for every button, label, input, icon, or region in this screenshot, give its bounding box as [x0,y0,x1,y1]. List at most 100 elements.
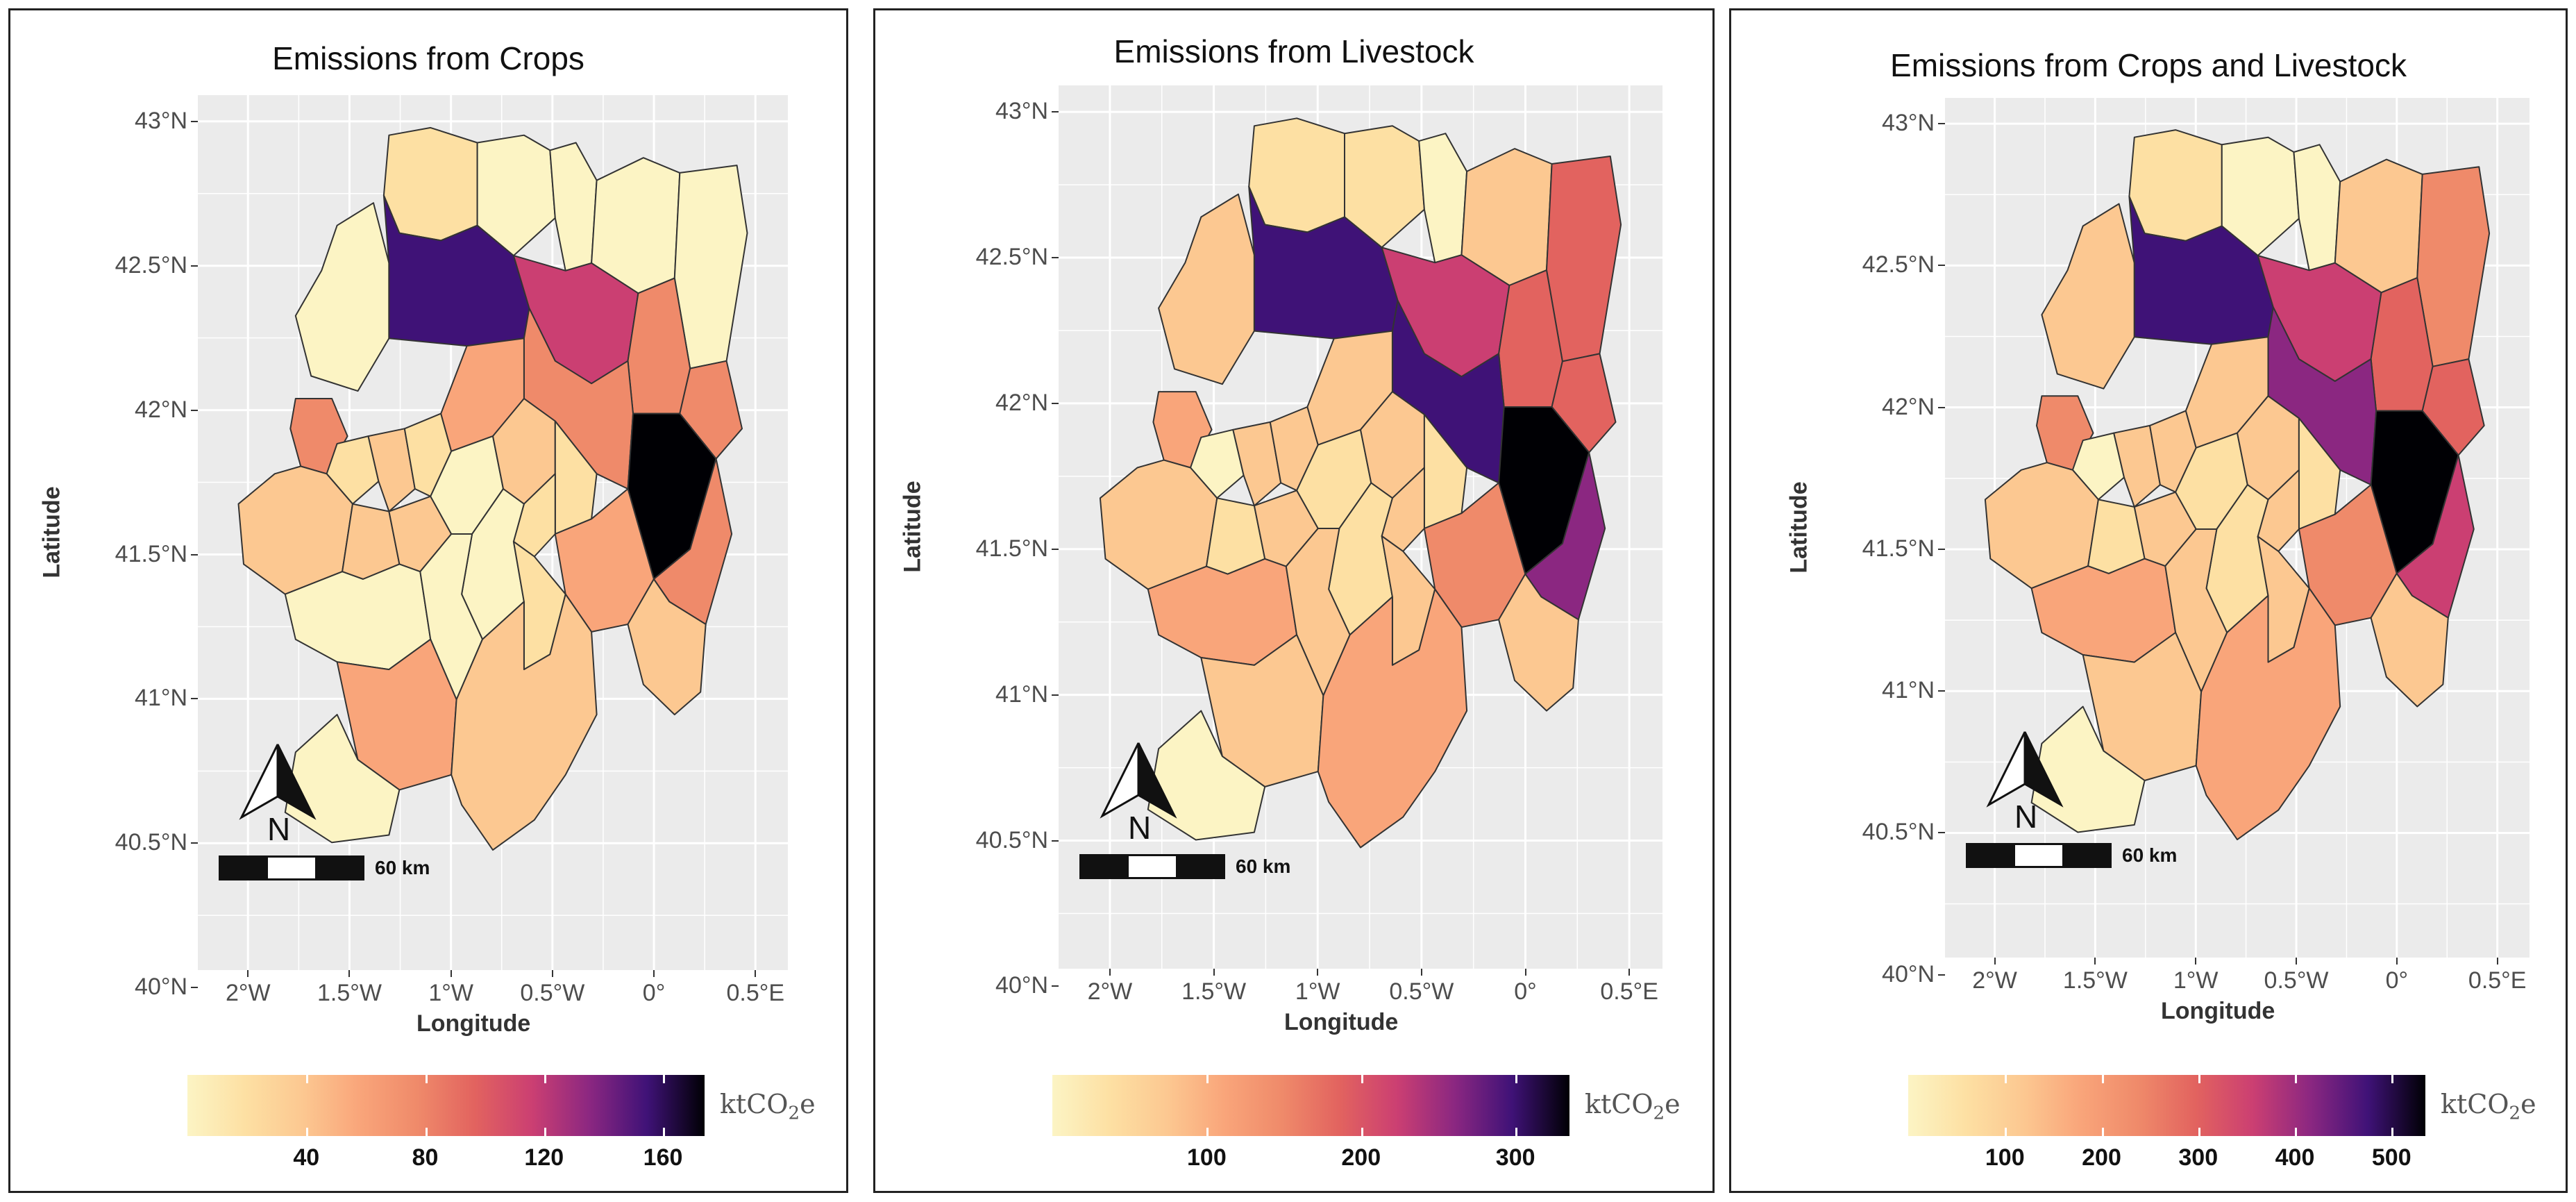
colorbar-unit: ktCO2e [720,1089,816,1124]
y-tick-label: 41°N [135,685,187,712]
y-tick-label: 43°N [135,107,187,134]
colorbar-tick-mark [1206,1128,1209,1136]
x-tick-mark [1213,969,1215,976]
x-tick-label: 1°W [2173,967,2219,994]
colorbar-tick-mark [306,1075,309,1083]
x-tick-label: 0° [642,980,666,1006]
y-tick-label: 41.5°N [1862,535,1935,562]
x-tick-mark [2094,958,2096,965]
map-plot-area: N 60 km [198,95,788,970]
colorbar-tick-label: 400 [2275,1144,2315,1171]
region-polygon[interactable] [1248,117,1345,233]
y-tick-mark [191,987,198,989]
panel-title: Emissions from Livestock [1113,33,1474,69]
north-arrow-icon [1100,742,1177,819]
x-axis-title: Longitude [416,1010,531,1037]
region-layer [1099,117,1622,849]
y-tick-label: 40°N [1882,960,1935,987]
y-tick-label: 42°N [135,396,187,423]
y-tick-label: 41.5°N [975,535,1048,562]
colorbar [187,1075,705,1136]
x-tick-mark [653,970,655,977]
region-polygon[interactable] [627,578,707,716]
x-tick-mark [2396,958,2398,965]
colorbar-tick-label: 40 [293,1144,320,1171]
region-polygon[interactable] [2071,432,2125,501]
colorbar-tick-mark [1361,1128,1363,1136]
north-label: N [2014,799,2038,835]
region-polygon[interactable] [367,428,416,512]
y-tick-mark [1938,265,1945,267]
north-label: N [1128,810,1152,846]
colorbar-tick-label: 160 [643,1144,683,1171]
region-polygon[interactable] [2293,144,2341,272]
y-tick-mark [1052,548,1059,550]
y-tick-mark [191,409,198,411]
y-tick-mark [1938,123,1945,125]
region-polygon[interactable] [2128,129,2223,242]
panel-title: Emissions from Crops and Livestock [1890,47,2407,83]
x-tick-label: 0.5°E [726,980,785,1006]
x-tick-label: 1°W [1295,978,1340,1005]
x-tick-mark [2195,958,2197,965]
y-axis-title: Latitude [38,486,65,578]
region-polygon[interactable] [1190,428,1245,499]
map-panel-combined: Emissions from Crops and Livestock N 60 k… [1729,8,2568,1193]
north-arrow-icon [239,744,317,820]
y-tick-label: 40°N [995,972,1048,999]
region-polygon[interactable] [284,714,401,844]
colorbar-tick-mark [2198,1128,2200,1136]
region-polygon[interactable] [451,593,598,851]
region-polygon[interactable] [1158,193,1255,385]
region-polygon[interactable] [326,435,380,505]
region-layer [237,126,748,851]
scale-bar-label: 60 km [2122,844,2178,866]
y-tick-mark [1938,974,1945,976]
colorbar-tick-label: 100 [1187,1144,1227,1171]
y-tick-label: 41.5°N [115,540,187,567]
y-tick-mark [1052,840,1059,842]
colorbar-tick-label: 80 [412,1144,439,1171]
colorbar-tick-mark [2198,1075,2200,1083]
x-tick-label: 0.5°W [1389,978,1454,1005]
x-tick-mark [551,970,553,977]
north-label: N [267,811,291,847]
region-polygon[interactable] [294,202,390,392]
x-axis-title: Longitude [2161,998,2275,1024]
y-tick-mark [1052,694,1059,696]
scale-bar-label: 60 km [1236,855,1291,877]
colorbar-tick-mark [306,1128,309,1136]
x-tick-mark [1524,969,1526,976]
colorbar-tick-mark [2005,1075,2007,1083]
x-tick-label: 0.5°E [1600,978,1658,1005]
x-tick-label: 1.5°W [317,980,382,1006]
colorbar-tick-mark [2295,1128,2297,1136]
panel-title: Emissions from Crops [272,40,584,76]
x-tick-mark [1317,969,1319,976]
colorbar-tick-mark [1515,1128,1518,1136]
colorbar-tick-label: 500 [2371,1144,2411,1171]
region-polygon[interactable] [1147,710,1266,841]
y-tick-mark [1052,257,1059,259]
colorbar-tick-mark [663,1075,666,1083]
x-tick-label: 0° [2385,967,2409,994]
region-polygon[interactable] [549,142,598,272]
y-tick-mark [191,265,198,267]
y-tick-label: 40°N [135,974,187,1001]
x-tick-mark [1420,969,1422,976]
x-tick-mark [450,970,452,977]
colorbar [1908,1075,2425,1136]
region-polygon[interactable] [2370,572,2449,708]
y-tick-label: 40.5°N [115,829,187,856]
region-polygon[interactable] [1317,588,1468,849]
region-polygon[interactable] [382,126,478,242]
region-polygon[interactable] [1232,421,1282,507]
map-panel-crops: Emissions from Crops N 60 km 43°N 42.5°N 42… [8,8,848,1193]
map-svg [1945,98,2529,958]
region-polygon[interactable] [1498,573,1579,712]
region-polygon[interactable] [2041,203,2135,390]
region-polygon[interactable] [2113,424,2161,508]
region-polygon[interactable] [2195,587,2341,841]
scale-bar [1966,843,2112,868]
region-polygon[interactable] [1418,133,1468,264]
